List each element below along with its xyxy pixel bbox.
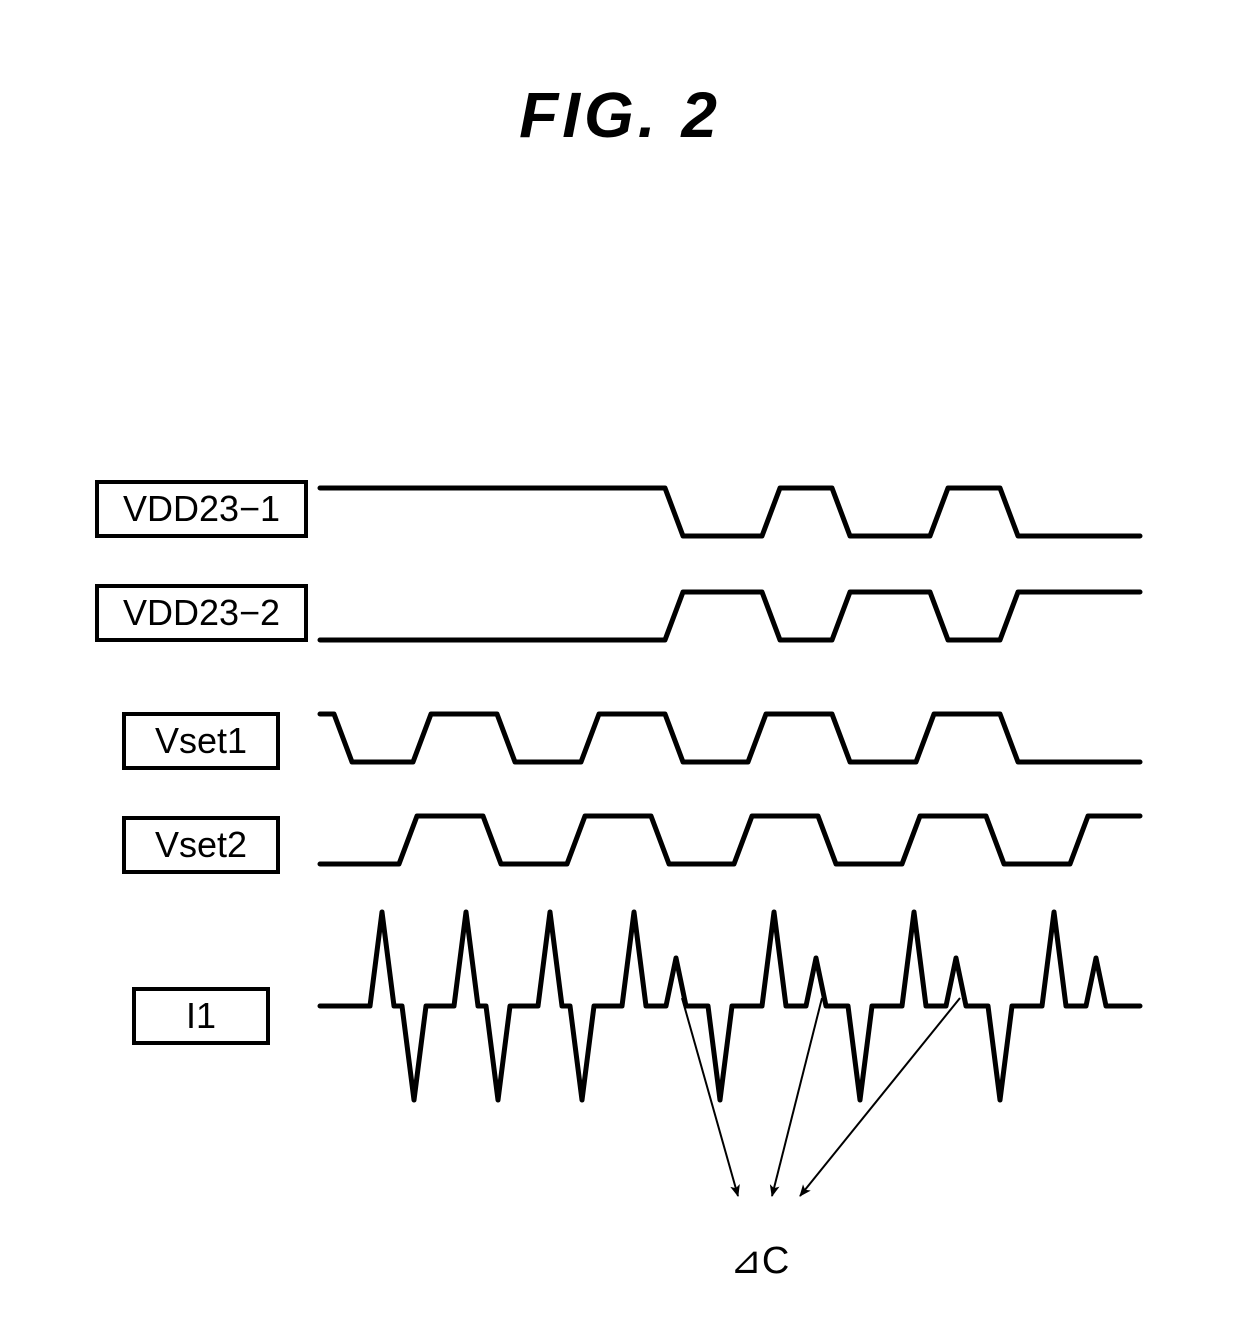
waveform-vset1 bbox=[320, 714, 1140, 762]
waveform-vdd23-2 bbox=[320, 592, 1140, 640]
delta-c-arrow-2 bbox=[772, 998, 822, 1196]
timing-diagram-svg bbox=[0, 0, 1240, 1329]
waveforms-group bbox=[320, 488, 1140, 1100]
waveform-i1 bbox=[320, 912, 1140, 1100]
waveform-vdd23-1 bbox=[320, 488, 1140, 536]
delta-c-arrow-3 bbox=[800, 998, 960, 1196]
waveform-vset2 bbox=[320, 816, 1140, 864]
arrows-group bbox=[682, 998, 960, 1196]
